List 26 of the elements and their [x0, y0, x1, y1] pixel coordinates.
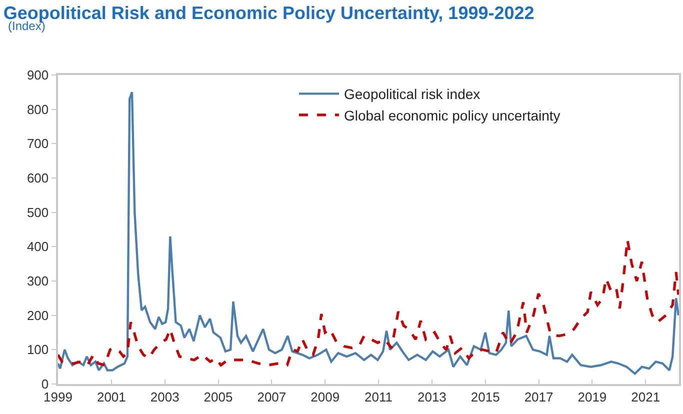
- y-tick-label: 700: [26, 136, 49, 152]
- x-tick-label: 2015: [470, 389, 500, 404]
- y-tick-label: 400: [26, 239, 49, 254]
- x-tick-label: 2011: [364, 389, 393, 404]
- legend-label: Global economic policy uncertainty: [344, 107, 560, 124]
- line-series: [58, 238, 679, 366]
- y-tick-label: 200: [26, 308, 49, 323]
- chart-title: Geopolitical Risk and Economic Policy Uncertainty, 1999-2022: [3, 2, 534, 23]
- y-tick-label: 100: [26, 342, 49, 358]
- x-tick-label: 2013: [417, 389, 446, 404]
- x-tick-label: 2005: [204, 389, 233, 404]
- y-tick-label: 900: [26, 68, 49, 83]
- y-tick-label: 600: [26, 170, 49, 186]
- x-tick-label: 2001: [96, 389, 126, 404]
- x-tick-label: 1999: [44, 389, 72, 404]
- legend-label: Geopolitical risk index: [344, 86, 480, 102]
- y-tick-label: 0: [41, 376, 49, 392]
- y-tick-label: 300: [26, 274, 49, 289]
- x-tick-label: 2003: [150, 389, 180, 404]
- x-tick-label: 2021: [631, 389, 660, 404]
- x-tick-label: 2019: [578, 389, 607, 404]
- x-tick-label: 2017: [524, 389, 554, 404]
- y-tick-label: 800: [26, 102, 49, 117]
- x-tick-label: 2009: [310, 389, 340, 404]
- x-tick-label: 2007: [257, 389, 286, 404]
- y-tick-label: 500: [26, 204, 49, 220]
